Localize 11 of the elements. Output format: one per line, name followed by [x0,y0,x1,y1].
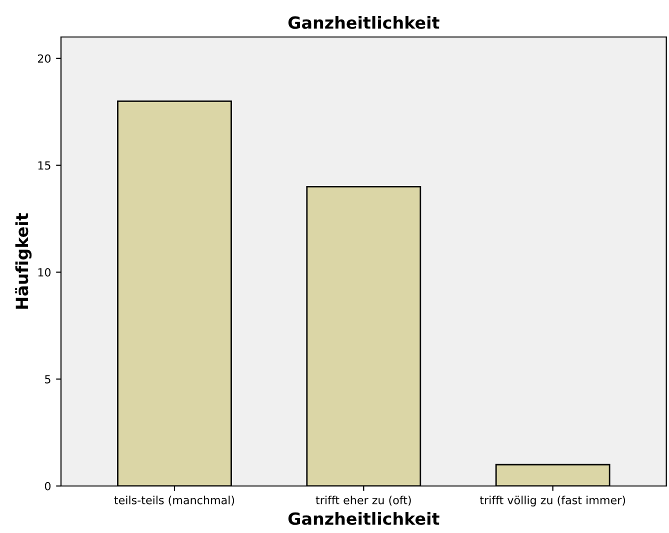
y-tick-label: 20 [38,54,51,63]
y-tick-label: 5 [45,375,50,384]
y-tick-label: 15 [38,161,50,170]
x-tick-label: trifft völlig zu (fast immer) [480,496,626,506]
x-tick-label: trifft eher zu (oft) [316,496,411,506]
x-tick-label: teils-teils (manchmal) [114,496,234,506]
chart-title: Ganzheitlichkeit [288,16,440,29]
y-tick-label: 0 [44,482,51,490]
y-axis-title: Häufigkeit [15,213,32,309]
x-axis-title: Ganzheitlichkeit [288,512,440,525]
y-tick-label: 10 [38,268,51,277]
